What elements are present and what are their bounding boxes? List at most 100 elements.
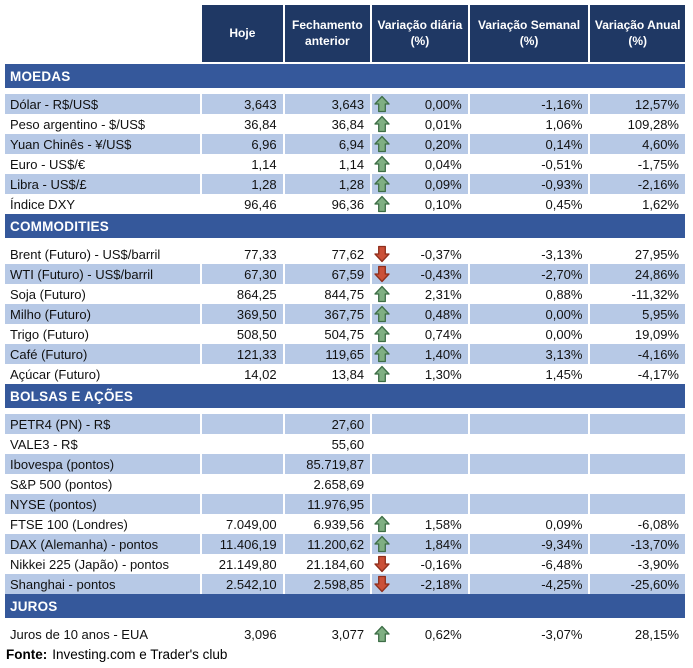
cell-variacao-diaria: 0,74% — [372, 324, 468, 344]
cell-variacao-semanal: 0,45% — [469, 194, 589, 214]
cell-variacao-anual: 19,09% — [590, 324, 685, 344]
cell-variacao-anual: 12,57% — [590, 94, 685, 114]
cell-hoje — [202, 454, 283, 474]
up-arrow-icon — [374, 305, 390, 323]
cell-fechamento-anterior: 96,36 — [284, 194, 371, 214]
up-arrow-icon — [374, 175, 390, 193]
cell-variacao-diaria: 0,10% — [372, 194, 468, 214]
row-label: S&P 500 (pontos) — [5, 474, 201, 494]
row-label: Peso argentino - $/US$ — [5, 114, 201, 134]
cell-variacao-diaria: -0,43% — [372, 264, 468, 284]
cell-hoje: 508,50 — [202, 324, 283, 344]
cell-fechamento-anterior: 21.184,60 — [284, 554, 371, 574]
cell-variacao-anual: 28,15% — [590, 624, 685, 644]
cell-variacao-diaria: -0,16% — [372, 554, 468, 574]
cell-variacao-diaria — [372, 474, 468, 494]
cell-variacao-semanal: 0,09% — [469, 514, 589, 534]
cell-variacao-diaria: 0,48% — [372, 304, 468, 324]
cell-variacao-diaria — [372, 414, 468, 434]
table-row: S&P 500 (pontos) 2.658,69 — [5, 474, 685, 494]
up-arrow-icon — [374, 345, 390, 363]
column-header: Variação diária (%) — [372, 5, 468, 62]
cell-variacao-semanal: 1,45% — [469, 364, 589, 384]
cell-variacao-semanal: -3,07% — [469, 624, 589, 644]
up-arrow-icon — [374, 195, 390, 213]
section-title: BOLSAS E AÇÕES — [5, 384, 685, 408]
table-row: Índice DXY 96,46 96,36 0,10% 0,45% 1,62% — [5, 194, 685, 214]
cell-variacao-diaria: 1,58% — [372, 514, 468, 534]
source-text: Investing.com e Trader's club — [52, 647, 228, 662]
cell-variacao-semanal — [469, 494, 589, 514]
cell-hoje: 7.049,00 — [202, 514, 283, 534]
cell-hoje: 1,28 — [202, 174, 283, 194]
daily-change-value: 0,00% — [424, 96, 462, 112]
cell-variacao-anual: -25,60% — [590, 574, 685, 594]
up-arrow-icon — [374, 135, 390, 153]
cell-variacao-diaria: 1,40% — [372, 344, 468, 364]
section-title: COMMODITIES — [5, 214, 685, 238]
cell-variacao-anual: 109,28% — [590, 114, 685, 134]
down-arrow-icon — [374, 575, 390, 593]
cell-hoje: 77,33 — [202, 244, 283, 264]
cell-variacao-semanal — [469, 454, 589, 474]
cell-hoje: 11.406,19 — [202, 534, 283, 554]
section-header-row: JUROS — [5, 594, 685, 618]
table-row: Nikkei 225 (Japão) - pontos 21.149,80 21.1… — [5, 554, 685, 574]
column-header: Hoje — [202, 5, 283, 62]
row-label: Shanghai - pontos — [5, 574, 201, 594]
cell-variacao-diaria: 0,20% — [372, 134, 468, 154]
row-label: Nikkei 225 (Japão) - pontos — [5, 554, 201, 574]
header-blank-cell — [5, 5, 200, 62]
down-arrow-icon — [374, 265, 390, 283]
cell-fechamento-anterior: 13,84 — [284, 364, 371, 384]
row-label: DAX (Alemanha) - pontos — [5, 534, 201, 554]
daily-change-value: 1,58% — [424, 516, 462, 532]
row-label: Yuan Chinês - ¥/US$ — [5, 134, 201, 154]
source-note: Fonte: Investing.com e Trader's club — [6, 647, 693, 662]
row-label: PETR4 (PN) - R$ — [5, 414, 201, 434]
cell-variacao-semanal: -0,51% — [469, 154, 589, 174]
up-arrow-icon — [374, 95, 390, 113]
cell-variacao-anual: 5,95% — [590, 304, 685, 324]
cell-variacao-anual: -6,08% — [590, 514, 685, 534]
row-label: Dólar - R$/US$ — [5, 94, 201, 114]
cell-variacao-anual: -1,75% — [590, 154, 685, 174]
cell-variacao-anual: -4,16% — [590, 344, 685, 364]
cell-variacao-diaria — [372, 454, 468, 474]
table-row: PETR4 (PN) - R$ 27,60 — [5, 414, 685, 434]
cell-variacao-diaria: 1,30% — [372, 364, 468, 384]
cell-fechamento-anterior: 3,077 — [284, 624, 371, 644]
cell-variacao-anual: -3,90% — [590, 554, 685, 574]
section-title: JUROS — [5, 594, 685, 618]
daily-change-value: 1,40% — [424, 346, 462, 362]
cell-fechamento-anterior: 55,60 — [284, 434, 371, 454]
up-arrow-icon — [374, 625, 390, 643]
cell-fechamento-anterior: 1,14 — [284, 154, 371, 174]
cell-fechamento-anterior: 1,28 — [284, 174, 371, 194]
daily-change-value: 2,31% — [424, 286, 462, 302]
cell-variacao-anual: 24,86% — [590, 264, 685, 284]
daily-change-value: 0,20% — [424, 136, 462, 152]
cell-variacao-semanal — [469, 434, 589, 454]
cell-fechamento-anterior: 6,94 — [284, 134, 371, 154]
source-label: Fonte: — [6, 647, 48, 662]
cell-hoje — [202, 414, 283, 434]
cell-fechamento-anterior: 2.658,69 — [284, 474, 371, 494]
table-row: WTI (Futuro) - US$/barril 67,30 67,59 -0,43… — [5, 264, 685, 284]
row-label: Trigo (Futuro) — [5, 324, 201, 344]
up-arrow-icon — [374, 535, 390, 553]
cell-variacao-diaria — [372, 434, 468, 454]
cell-variacao-anual — [590, 414, 685, 434]
cell-variacao-semanal: -9,34% — [469, 534, 589, 554]
section-header-row: MOEDAS — [5, 64, 685, 88]
cell-hoje: 96,46 — [202, 194, 283, 214]
cell-variacao-anual: -4,17% — [590, 364, 685, 384]
row-label: Libra - US$/£ — [5, 174, 201, 194]
cell-variacao-anual: -13,70% — [590, 534, 685, 554]
cell-variacao-semanal: -4,25% — [469, 574, 589, 594]
column-header: Fechamento anterior — [284, 5, 371, 62]
cell-fechamento-anterior: 85.719,87 — [284, 454, 371, 474]
row-label: WTI (Futuro) - US$/barril — [5, 264, 201, 284]
cell-fechamento-anterior: 77,62 — [284, 244, 371, 264]
cell-variacao-anual: -11,32% — [590, 284, 685, 304]
